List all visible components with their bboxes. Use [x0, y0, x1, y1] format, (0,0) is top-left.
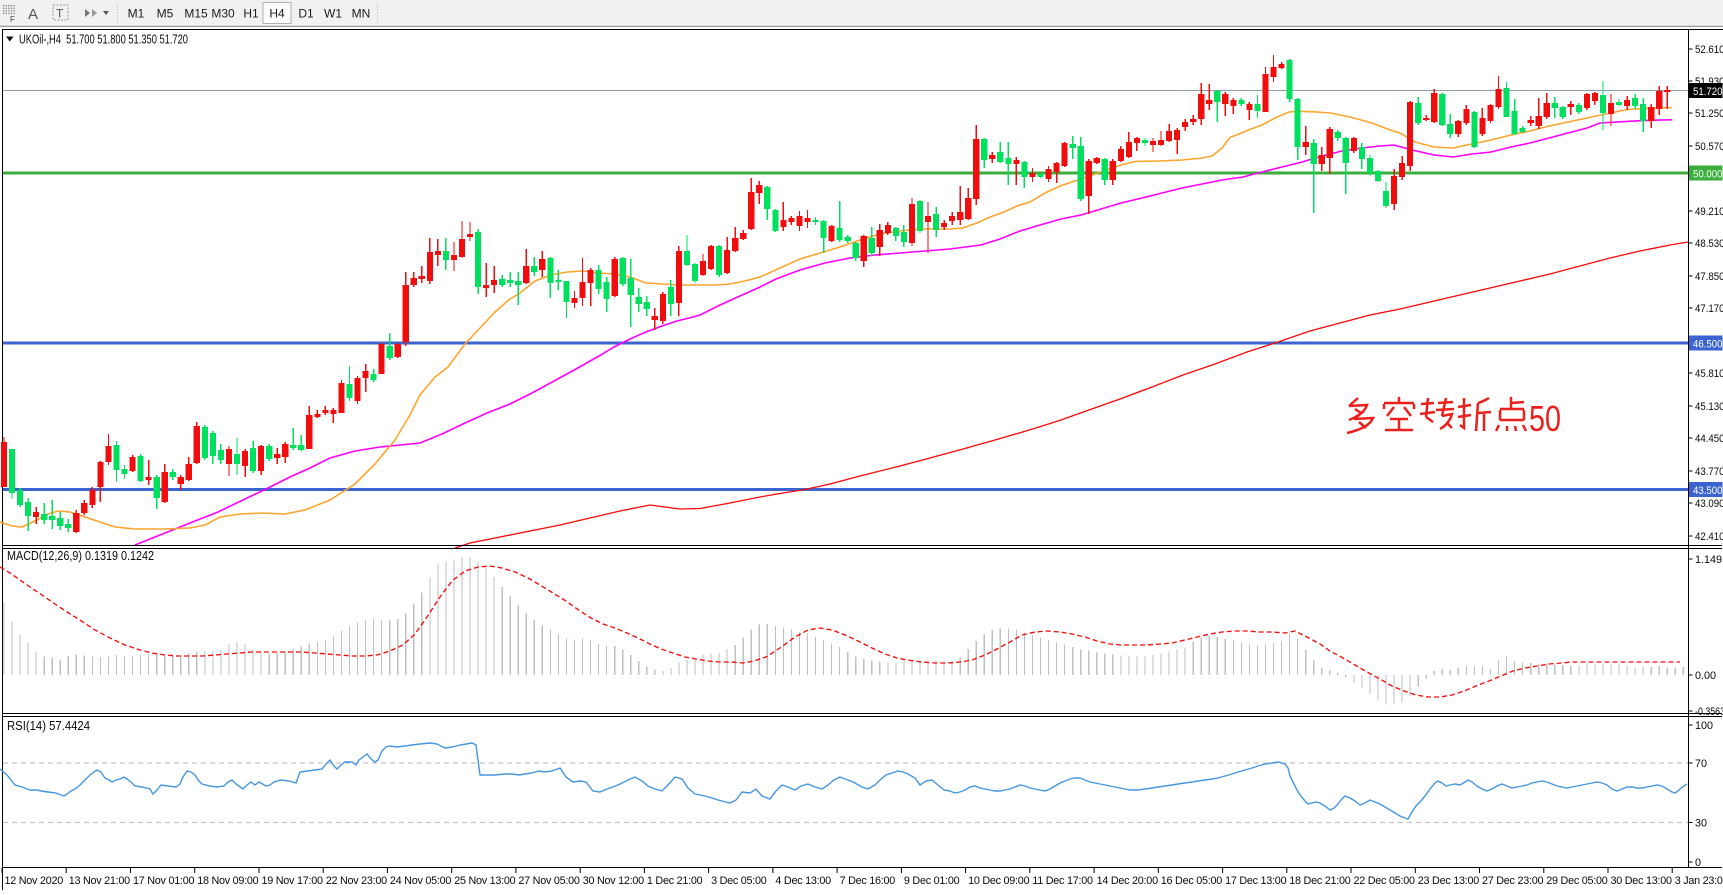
- svg-text:22 Dec 05:00: 22 Dec 05:00: [1354, 875, 1415, 887]
- svg-text:49.210: 49.210: [1695, 206, 1723, 218]
- svg-text:7 Dec 16:00: 7 Dec 16:00: [840, 875, 896, 887]
- svg-text:16 Dec 05:00: 16 Dec 05:00: [1161, 875, 1222, 887]
- svg-text:22 Nov 23:00: 22 Nov 23:00: [326, 875, 387, 887]
- svg-text:19 Nov 17:00: 19 Nov 17:00: [262, 875, 323, 887]
- svg-text:47.850: 47.850: [1695, 271, 1723, 283]
- svg-text:50: 50: [1529, 398, 1561, 439]
- svg-text:70: 70: [1695, 758, 1707, 770]
- svg-text:46.500: 46.500: [1693, 339, 1723, 351]
- svg-text:14 Dec 20:00: 14 Dec 20:00: [1097, 875, 1158, 887]
- svg-text:3 Jan 23:00: 3 Jan 23:00: [1675, 875, 1723, 887]
- svg-text:45.810: 45.810: [1695, 368, 1723, 380]
- svg-text:29 Dec 05:00: 29 Dec 05:00: [1546, 875, 1607, 887]
- svg-text:43.770: 43.770: [1695, 466, 1723, 478]
- svg-text:18 Dec 21:00: 18 Dec 21:00: [1289, 875, 1350, 887]
- svg-text:-0.3563: -0.3563: [1695, 706, 1723, 718]
- svg-text:13 Nov 21:00: 13 Nov 21:00: [69, 875, 130, 887]
- svg-text:51.250: 51.250: [1695, 108, 1723, 120]
- svg-text:48.530: 48.530: [1695, 238, 1723, 250]
- svg-text:47.170: 47.170: [1695, 303, 1723, 315]
- svg-text:MN: MN: [352, 7, 371, 21]
- svg-text:17 Nov 01:00: 17 Nov 01:00: [133, 875, 194, 887]
- svg-text:1.149: 1.149: [1695, 554, 1722, 566]
- svg-text:RSI(14) 57.4424: RSI(14) 57.4424: [7, 719, 90, 733]
- svg-text:D1: D1: [298, 7, 314, 21]
- svg-text:M1: M1: [128, 7, 145, 21]
- svg-text:M5: M5: [157, 7, 174, 21]
- svg-text:42.410: 42.410: [1695, 531, 1723, 543]
- svg-text:10 Dec 09:00: 10 Dec 09:00: [968, 875, 1029, 887]
- svg-text:1 Dec 21:00: 1 Dec 21:00: [647, 875, 703, 887]
- svg-text:100: 100: [1695, 720, 1713, 732]
- svg-text:UKOil-,H4 51.700 51.800 51.35: UKOil-,H4 51.700 51.800 51.350 51.720: [19, 32, 188, 47]
- svg-text:50.570: 50.570: [1695, 141, 1723, 153]
- svg-text:F: F: [10, 15, 15, 24]
- svg-text:11 Dec 17:00: 11 Dec 17:00: [1032, 875, 1093, 887]
- svg-text:27 Dec 23:00: 27 Dec 23:00: [1482, 875, 1543, 887]
- svg-text:43.090: 43.090: [1695, 498, 1723, 510]
- svg-text:MACD(12,26,9) 0.1319 0.1242: MACD(12,26,9) 0.1319 0.1242: [7, 549, 154, 563]
- svg-text:0: 0: [1695, 857, 1701, 869]
- svg-text:M15: M15: [184, 7, 208, 21]
- svg-text:52.610: 52.610: [1695, 44, 1723, 56]
- svg-text:17 Dec 13:00: 17 Dec 13:00: [1225, 875, 1286, 887]
- svg-text:43.500: 43.500: [1693, 485, 1723, 497]
- svg-text:50.000: 50.000: [1693, 169, 1723, 181]
- svg-text:12 Nov 2020: 12 Nov 2020: [5, 875, 64, 887]
- svg-text:45.130: 45.130: [1695, 401, 1723, 413]
- svg-text:51.720: 51.720: [1693, 86, 1723, 98]
- svg-text:23 Dec 13:00: 23 Dec 13:00: [1418, 875, 1479, 887]
- svg-text:H1: H1: [243, 7, 259, 21]
- svg-text:W1: W1: [324, 7, 342, 21]
- svg-text:T: T: [56, 7, 64, 21]
- svg-text:27 Nov 05:00: 27 Nov 05:00: [518, 875, 579, 887]
- svg-text:3 Dec 05:00: 3 Dec 05:00: [711, 875, 767, 887]
- svg-text:30 Dec 13:00: 30 Dec 13:00: [1611, 875, 1672, 887]
- svg-text:24 Nov 05:00: 24 Nov 05:00: [390, 875, 451, 887]
- svg-text:9 Dec 01:00: 9 Dec 01:00: [904, 875, 960, 887]
- svg-text:30 Nov 12:00: 30 Nov 12:00: [583, 875, 644, 887]
- svg-text:44.450: 44.450: [1695, 433, 1723, 445]
- svg-text:A: A: [28, 6, 38, 23]
- svg-text:H4: H4: [269, 7, 285, 21]
- svg-text:0.00: 0.00: [1695, 670, 1716, 682]
- svg-text:M30: M30: [211, 7, 235, 21]
- svg-text:18 Nov 09:00: 18 Nov 09:00: [197, 875, 258, 887]
- svg-text:25 Nov 13:00: 25 Nov 13:00: [454, 875, 515, 887]
- svg-text:30: 30: [1695, 818, 1707, 830]
- svg-text:4 Dec 13:00: 4 Dec 13:00: [775, 875, 831, 887]
